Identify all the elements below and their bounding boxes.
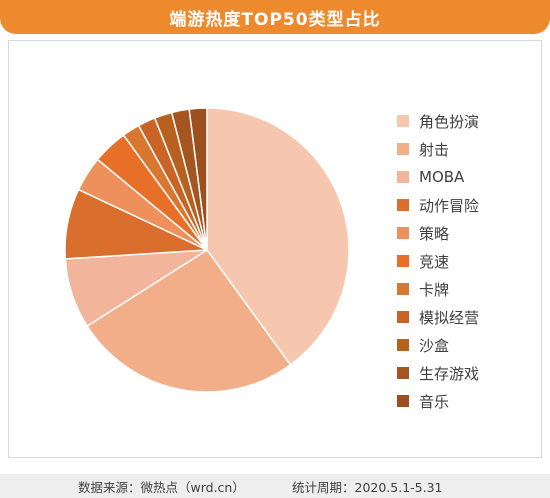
legend-swatch-4 bbox=[397, 199, 409, 211]
legend-label-3: MOBA bbox=[419, 168, 465, 186]
legend-swatch-7 bbox=[397, 283, 409, 295]
legend-label-8: 模拟经营 bbox=[419, 308, 480, 327]
legend-label-6: 竞速 bbox=[419, 252, 450, 271]
legend-label-10: 生存游戏 bbox=[419, 364, 480, 383]
legend-swatch-8 bbox=[397, 311, 409, 323]
legend-label-5: 策略 bbox=[419, 224, 450, 243]
stat-period: 统计周期：2020.5.1-5.31 bbox=[292, 479, 443, 495]
legend-item-4: 动作冒险 bbox=[397, 191, 547, 219]
pie-slice-11 bbox=[188, 107, 208, 251]
legend-label-1: 角色扮演 bbox=[419, 112, 480, 131]
legend-item-2: 射击 bbox=[397, 135, 547, 163]
legend-label-7: 卡牌 bbox=[419, 280, 450, 299]
legend-item-3: MOBA bbox=[397, 163, 547, 191]
legend-item-7: 卡牌 bbox=[397, 275, 547, 303]
legend-label-4: 动作冒险 bbox=[419, 196, 480, 215]
pie-chart bbox=[64, 107, 350, 393]
legend-swatch-6 bbox=[397, 255, 409, 267]
legend-swatch-3 bbox=[397, 171, 409, 183]
pie-slice-2 bbox=[86, 248, 292, 393]
legend-swatch-9 bbox=[397, 339, 409, 351]
legend-item-10: 生存游戏 bbox=[397, 359, 547, 387]
pie-slice-1 bbox=[206, 107, 350, 366]
legend-swatch-5 bbox=[397, 227, 409, 239]
legend-item-11: 音乐 bbox=[397, 387, 547, 415]
legend-swatch-1 bbox=[397, 115, 409, 127]
legend-label-11: 音乐 bbox=[419, 392, 450, 411]
legend-swatch-11 bbox=[397, 395, 409, 407]
legend-item-1: 角色扮演 bbox=[397, 107, 547, 135]
legend-label-9: 沙盒 bbox=[419, 336, 450, 355]
legend-item-6: 竞速 bbox=[397, 247, 547, 275]
chart-title: 端游热度TOP50类型占比 bbox=[169, 9, 381, 30]
chart-panel: 角色扮演射击 MOBA 动作冒险策略竞速卡牌模拟经营沙盒生存游戏音乐 bbox=[8, 40, 542, 458]
title-bar: 端游热度TOP50类型占比 bbox=[0, 0, 550, 34]
legend-item-8: 模拟经营 bbox=[397, 303, 547, 331]
legend-swatch-2 bbox=[397, 143, 409, 155]
footer: 数据来源：微热点（wrd.cn） 统计周期：2020.5.1-5.31 bbox=[0, 474, 550, 498]
data-source: 数据来源：微热点（wrd.cn） bbox=[78, 479, 245, 495]
legend-item-9: 沙盒 bbox=[397, 331, 547, 359]
legend-swatch-10 bbox=[397, 367, 409, 379]
legend: 角色扮演射击 MOBA 动作冒险策略竞速卡牌模拟经营沙盒生存游戏音乐 bbox=[397, 107, 547, 415]
legend-item-5: 策略 bbox=[397, 219, 547, 247]
legend-label-2: 射击 bbox=[419, 140, 450, 159]
